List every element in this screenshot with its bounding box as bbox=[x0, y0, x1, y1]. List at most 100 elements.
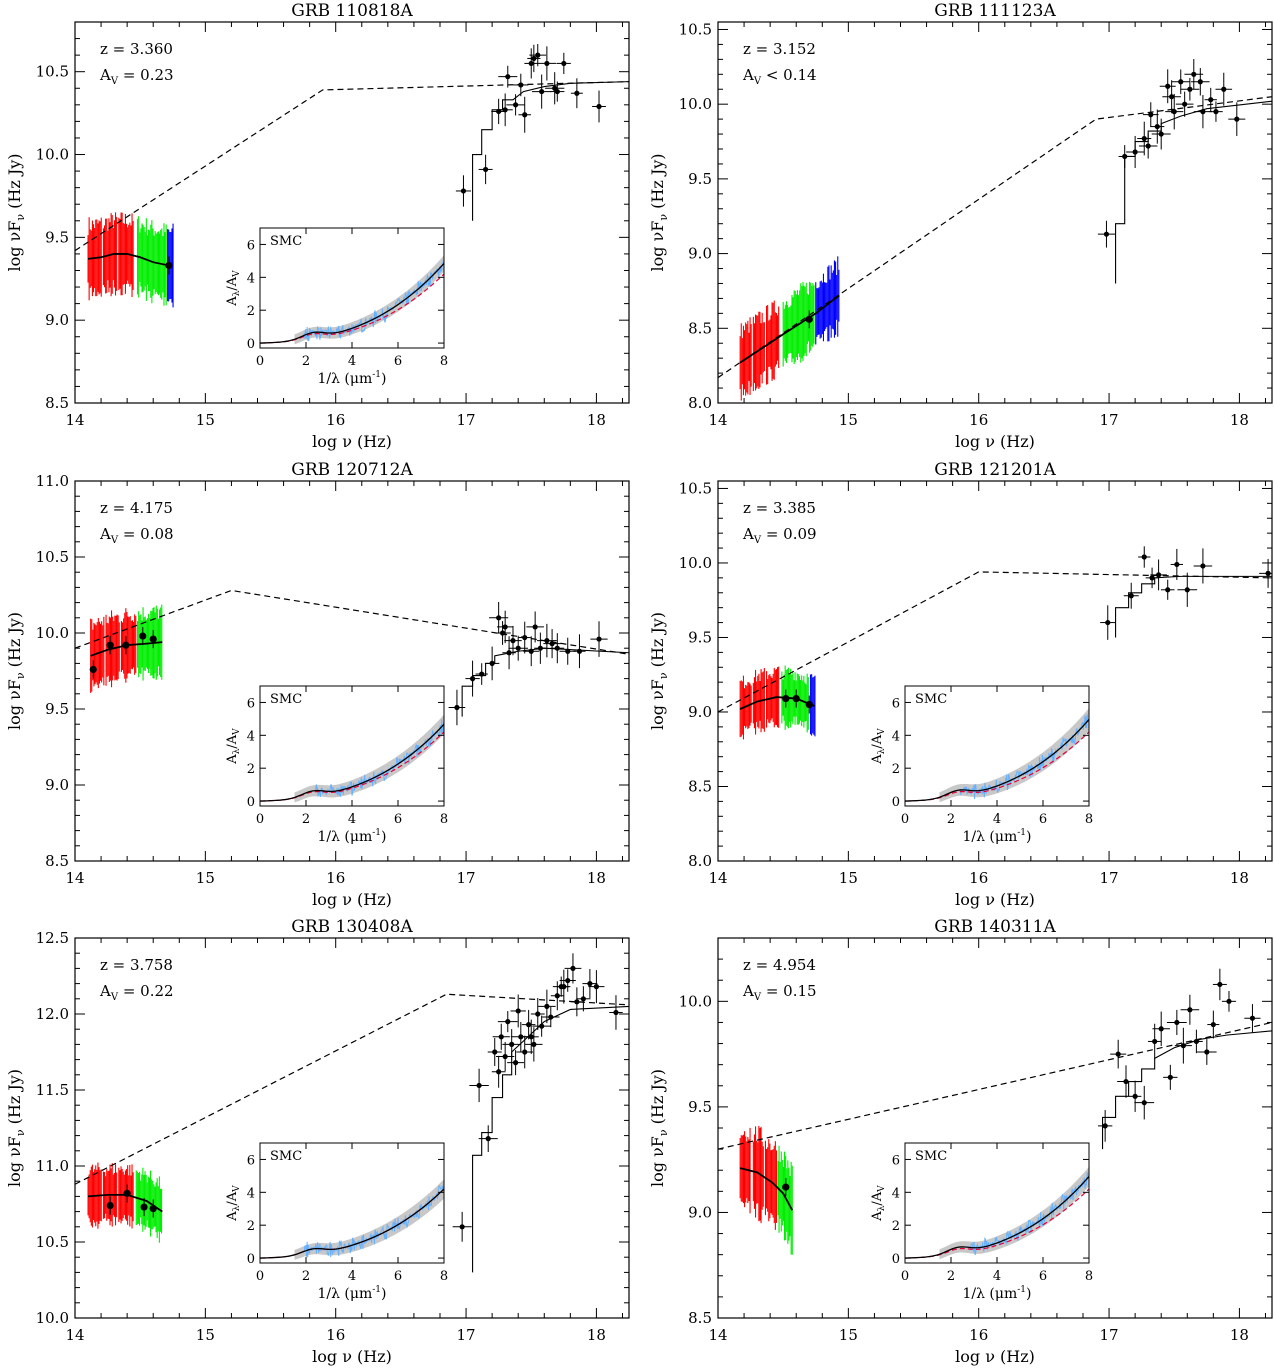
y-tick-label: 10.5 bbox=[36, 548, 69, 566]
xray-point bbox=[1187, 86, 1193, 92]
xray-point bbox=[1200, 109, 1206, 115]
av-label: AV < 0.14 bbox=[742, 66, 817, 87]
inset-y-tick-label: 6 bbox=[892, 696, 900, 711]
inset-y-tick-label: 2 bbox=[247, 762, 255, 777]
bestfit-extinction-curve bbox=[905, 1175, 1089, 1259]
inset-x-tick-label: 2 bbox=[302, 354, 310, 369]
xray-point bbox=[1141, 554, 1147, 560]
x-tick-label: 18 bbox=[587, 869, 606, 887]
y-tick-label: 12.0 bbox=[36, 1005, 69, 1023]
plot-area bbox=[718, 546, 1272, 740]
inset-y-tick-label: 4 bbox=[892, 1186, 900, 1201]
y-tick-label: 8.5 bbox=[45, 852, 69, 870]
plot-area bbox=[718, 59, 1272, 401]
plot-area bbox=[718, 968, 1272, 1255]
xray-point bbox=[512, 1060, 519, 1066]
inset-x-axis-label: 1/λ (μm-1) bbox=[962, 1285, 1031, 1302]
xray-point bbox=[1102, 1123, 1108, 1129]
inset-x-axis-label: 1/λ (μm-1) bbox=[317, 828, 386, 845]
y-tick-label: 11.5 bbox=[36, 1081, 69, 1099]
inset-x-tick-label: 6 bbox=[1039, 812, 1047, 827]
optical-point bbox=[122, 641, 130, 649]
smc-tag: SMC bbox=[915, 692, 947, 707]
y-tick-label: 11.0 bbox=[36, 472, 69, 490]
optical-point bbox=[782, 694, 790, 703]
xray-point bbox=[492, 1049, 498, 1055]
xray-point bbox=[1204, 1049, 1210, 1055]
inset-x-tick-label: 8 bbox=[1085, 1269, 1093, 1284]
smc-tag: SMC bbox=[270, 692, 302, 707]
smc-reference-curve bbox=[260, 273, 444, 344]
x-tick-label: 18 bbox=[587, 411, 606, 429]
absorbed-model-curve bbox=[739, 294, 840, 364]
extinction-spectrum bbox=[303, 260, 444, 342]
spectrum-band-blue bbox=[815, 256, 840, 345]
inset-x-tick-label: 2 bbox=[947, 1269, 955, 1284]
xray-point bbox=[570, 965, 576, 972]
inset-plot-area bbox=[260, 255, 444, 345]
av-label: AV = 0.22 bbox=[99, 982, 174, 1003]
plot-frame bbox=[74, 21, 630, 404]
optical-point bbox=[106, 641, 114, 649]
xray-point bbox=[499, 630, 506, 636]
xray-point bbox=[1141, 1100, 1147, 1106]
inset-x-tick-label: 6 bbox=[394, 354, 402, 369]
inset-background bbox=[865, 682, 1093, 846]
xray-point bbox=[505, 74, 511, 80]
inset-x-tick-label: 0 bbox=[256, 812, 264, 827]
x-axis-label: log ν (Hz) bbox=[955, 432, 1035, 451]
plot-frame bbox=[717, 21, 1273, 404]
xray-point bbox=[485, 1136, 491, 1142]
xray-model-step bbox=[1115, 100, 1272, 284]
xray-point bbox=[1187, 1007, 1193, 1013]
panel-title: GRB 111123A bbox=[934, 1, 1056, 21]
intrinsic-model-line bbox=[718, 96, 1272, 379]
xray-point bbox=[522, 112, 528, 118]
inset-x-tick-label: 2 bbox=[302, 1269, 310, 1284]
x-tick-label: 17 bbox=[1100, 1326, 1119, 1344]
x-tick-label: 15 bbox=[196, 1326, 215, 1344]
xray-point bbox=[1174, 1019, 1180, 1026]
x-tick-label: 14 bbox=[65, 411, 84, 429]
intrinsic-model-line bbox=[718, 1021, 1272, 1150]
xray-point bbox=[1191, 71, 1197, 77]
xray-point bbox=[1197, 79, 1203, 85]
xray-point bbox=[460, 188, 467, 194]
panel-title: GRB 110818A bbox=[291, 1, 413, 21]
inset-x-tick-label: 6 bbox=[394, 1269, 402, 1284]
inset-x-tick-label: 0 bbox=[901, 1269, 909, 1284]
xray-point bbox=[531, 1041, 537, 1047]
smc-reference-curve bbox=[905, 1188, 1089, 1259]
x-tick-label: 16 bbox=[326, 411, 345, 429]
inset-y-tick-label: 2 bbox=[892, 1219, 900, 1234]
xray-model-step bbox=[1101, 1030, 1272, 1150]
spectrum-band-red bbox=[739, 1125, 778, 1230]
inset-y-axis-label: Aλ/AV bbox=[225, 728, 242, 765]
panel-title: GRB 121201A bbox=[934, 460, 1056, 480]
redshift-label: z = 3.385 bbox=[743, 499, 816, 517]
xray-point bbox=[596, 103, 602, 110]
y-tick-label: 12.5 bbox=[36, 929, 69, 947]
xray-point bbox=[593, 984, 600, 990]
xray-point bbox=[565, 648, 571, 654]
extinction-inset: 0 2 4 6 8 0 2 4 6 SMC 1/λ (μm-1) Aλ/AV bbox=[865, 1139, 1093, 1303]
xray-point bbox=[1103, 231, 1110, 237]
x-tick-label: 15 bbox=[839, 869, 858, 887]
y-axis-label: log νFν (Hz Jy) bbox=[5, 612, 27, 730]
inset-y-tick-label: 0 bbox=[892, 795, 900, 810]
xray-point bbox=[483, 166, 489, 173]
y-axis-label: log νFν (Hz Jy) bbox=[5, 153, 27, 271]
intrinsic-model-line bbox=[75, 81, 629, 252]
extinction-inset: 0 2 4 6 8 0 2 4 6 SMC 1/λ (μm-1) Aλ/AV bbox=[865, 682, 1093, 846]
inset-x-tick-label: 8 bbox=[440, 1269, 448, 1284]
y-tick-label: 8.5 bbox=[688, 319, 712, 337]
optical-point bbox=[149, 1204, 157, 1213]
x-tick-label: 15 bbox=[196, 869, 215, 887]
xray-point bbox=[1226, 998, 1232, 1004]
xray-point bbox=[1182, 101, 1188, 107]
smc-tag: SMC bbox=[270, 1149, 302, 1164]
x-axis-label: log ν (Hz) bbox=[312, 1347, 392, 1366]
xray-point bbox=[1180, 1043, 1186, 1049]
xray-point bbox=[1148, 112, 1154, 118]
xray-point bbox=[1149, 575, 1155, 581]
